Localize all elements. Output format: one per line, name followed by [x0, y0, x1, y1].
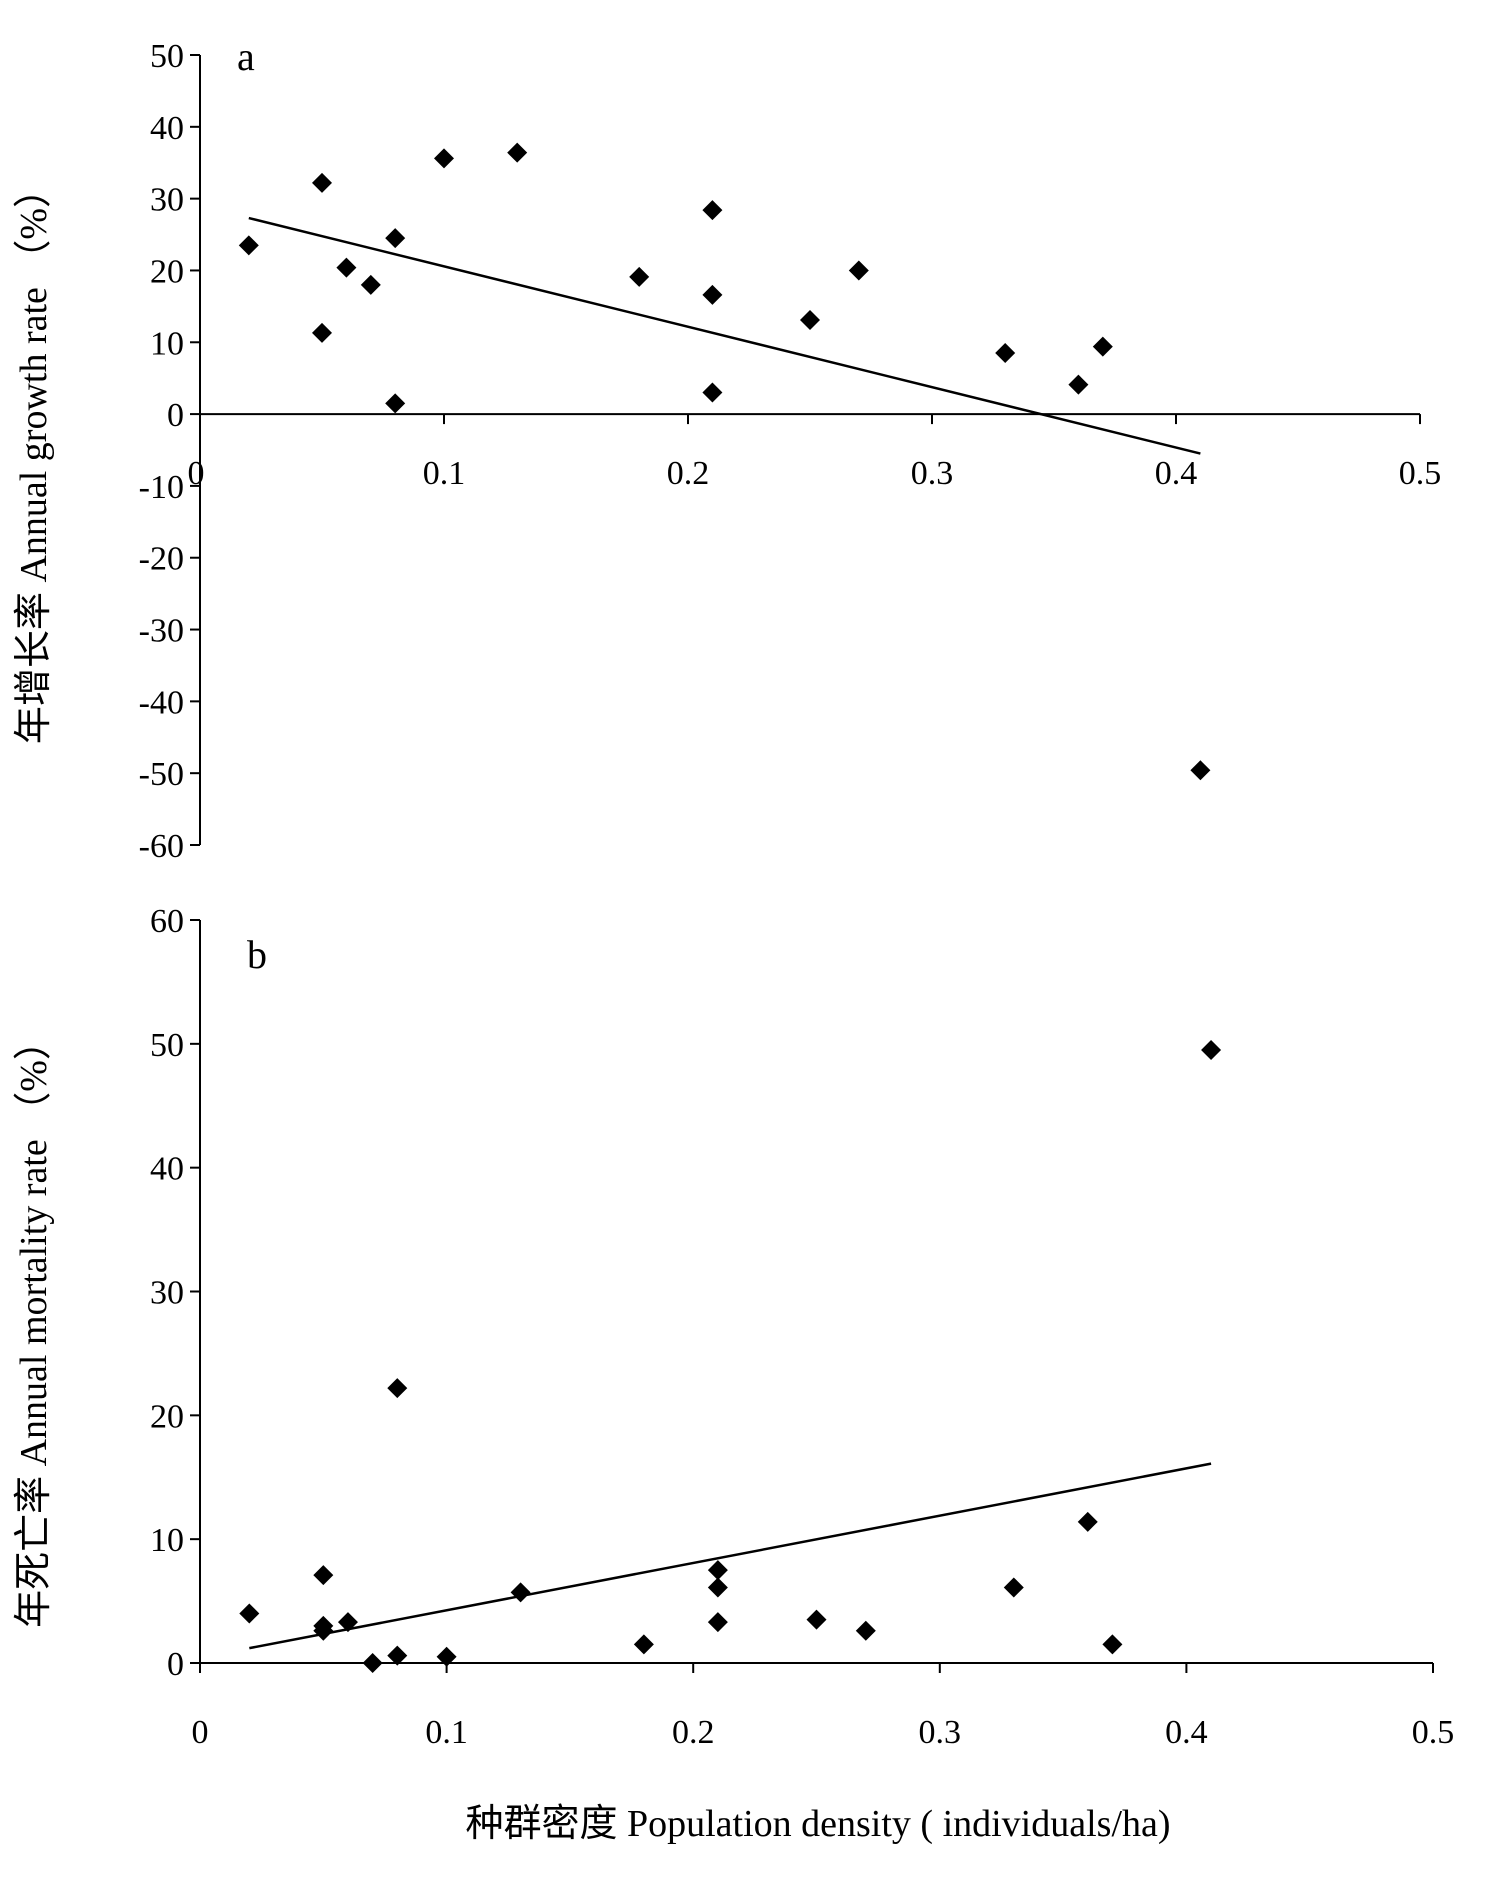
panel-a-data-point: [434, 148, 454, 169]
panel-a-y-tick-label: 10: [150, 325, 184, 362]
panel-a-data-point: [629, 266, 650, 287]
panel-a-y-axis-title: 年增长率 Annual growth rate （%）: [13, 170, 55, 744]
panel-b-data-point: [707, 1577, 728, 1598]
panel-a-y-tick-label: 30: [150, 182, 184, 219]
panel-b-data-point: [313, 1620, 334, 1641]
panel-a-y-tick-label: 40: [150, 110, 184, 147]
panel-b-points: [239, 1040, 1222, 1673]
panel-b-data-point: [633, 1634, 654, 1655]
panel-b-x-tick-label: 0.5: [1412, 1714, 1455, 1751]
panel-b-data-point: [707, 1612, 728, 1633]
panel-a-x-ticks: 0 0.1 0.2 0.3 0.4 0.5: [188, 414, 1442, 492]
panel-a-data-point: [385, 393, 406, 414]
panel-b-data-point: [387, 1645, 408, 1666]
panel-b-x-tick-label: 0.2: [672, 1714, 715, 1751]
panel-b-data-point: [1077, 1511, 1098, 1532]
panel-a-data-point: [312, 322, 332, 343]
panel-a-y-tick-label: 20: [150, 253, 184, 290]
panel-a-label: a: [237, 34, 255, 79]
panel-a-trendline: [248, 216, 1201, 455]
panel-a-x-tick-label: 0: [188, 455, 205, 492]
panel-b-y-ticks: 60 50 40 30 20 10 0: [150, 903, 200, 1683]
panel-b-data-point: [362, 1653, 383, 1673]
panel-b-data-point: [1201, 1040, 1222, 1061]
panel-a-data-point: [238, 235, 259, 256]
panel-a-data-point: [336, 257, 357, 278]
panel-a-x-tick-label: 0.5: [1399, 455, 1442, 492]
panel-a-y-tick-label: -20: [139, 541, 184, 578]
panel-b-data-point: [806, 1609, 827, 1630]
panel-a-y-tick-label: 50: [150, 38, 184, 75]
panel-b-label: b: [247, 932, 267, 977]
panel-b-data-point: [1102, 1634, 1123, 1655]
panel-b-x-axis-title: 种群密度 Population density ( individuals/ha…: [465, 1803, 1170, 1845]
panel-b-trendline: [249, 1462, 1212, 1650]
panel-b-data-point: [239, 1603, 260, 1624]
panel-a-y-tick-label: -10: [139, 469, 184, 506]
panel-b-y-tick-label: 40: [150, 1151, 184, 1188]
panel-b-data-point: [337, 1612, 358, 1633]
panel-a-y-tick-label: -50: [139, 756, 184, 793]
panel-a-data-point: [385, 228, 406, 249]
panel-a-data-point: [848, 260, 869, 281]
panel-b-data-point: [1003, 1577, 1024, 1598]
panel-a-data-point: [800, 310, 820, 331]
panel-b: 60 50 40 30 20 10 0 0 0.1 0.2 0.3 0.4 0.5 b 年死亡率 An…: [13, 903, 1454, 1845]
panel-a-data-point: [1092, 336, 1113, 357]
panel-a-y-tick-label: -40: [139, 684, 184, 721]
panel-a-x-tick-label: 0.4: [1155, 455, 1198, 492]
panel-a-data-point: [995, 343, 1016, 364]
panel-a-x-tick-label: 0.3: [911, 455, 954, 492]
panel-b-y-axis-title: 年死亡率 Annual mortality rate （%）: [13, 1022, 55, 1628]
panel-b-y-tick-label: 30: [150, 1275, 184, 1312]
panel-b-y-tick-label: 10: [150, 1522, 184, 1559]
panel-b-data-point: [855, 1620, 876, 1641]
panel-b-y-tick-label: 60: [150, 903, 184, 940]
panel-a-points: [238, 142, 1211, 781]
panel-b-data-point: [313, 1565, 334, 1586]
panel-a-data-point: [702, 382, 723, 403]
panel-a-data-point: [702, 284, 723, 305]
panel-a-data-point: [312, 172, 332, 193]
panel-a-data-point: [702, 200, 723, 221]
panel-b-x-tick-label: 0: [192, 1714, 209, 1751]
panel-b-x-ticks: 0 0.1 0.2 0.3 0.4 0.5: [192, 1663, 1455, 1751]
panel-b-data-point: [510, 1582, 531, 1603]
panel-a-y-tick-label: 0: [167, 397, 184, 434]
panel-b-x-tick-label: 0.4: [1165, 1714, 1208, 1751]
panel-b-y-tick-label: 0: [167, 1646, 184, 1683]
panel-a-x-tick-label: 0.1: [423, 455, 466, 492]
panel-a-y-ticks: 50 40 30 20 10 0 -10 -20 -30 -40 -50 -60: [139, 38, 200, 865]
panel-a-y-tick-label: -30: [139, 613, 184, 650]
panel-b-data-point: [387, 1378, 408, 1399]
panel-b-x-tick-label: 0.1: [425, 1714, 468, 1751]
panel-b-data-point: [707, 1560, 728, 1581]
panel-a-data-point: [507, 142, 528, 163]
panel-a-x-tick-label: 0.2: [667, 455, 710, 492]
panel-b-x-tick-label: 0.3: [919, 1714, 962, 1751]
panel-a-data-point: [1190, 760, 1211, 781]
panel-b-data-point: [436, 1646, 457, 1667]
panel-b-y-tick-label: 20: [150, 1398, 184, 1435]
panel-a-y-tick-label: -60: [139, 828, 184, 865]
panel-b-y-tick-label: 50: [150, 1027, 184, 1064]
panel-a-data-point: [1068, 374, 1089, 395]
panel-a-data-point: [360, 274, 381, 295]
